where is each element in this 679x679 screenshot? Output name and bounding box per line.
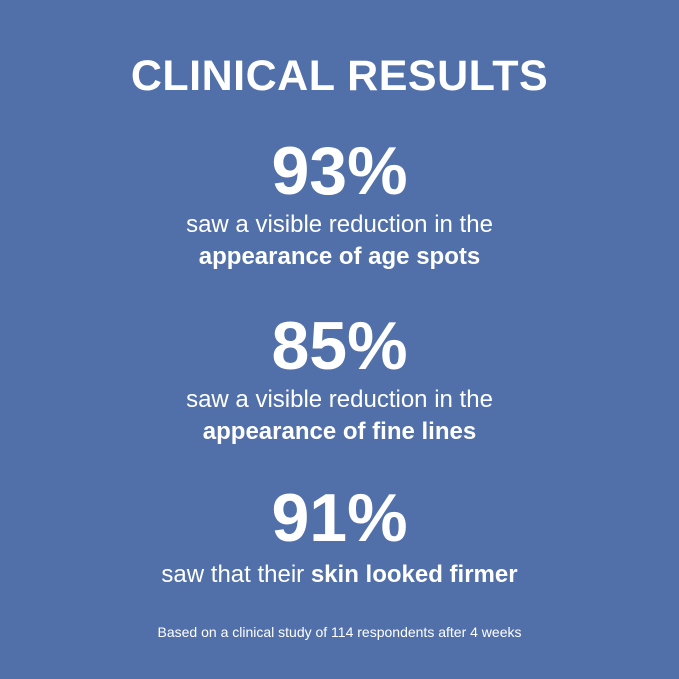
- result-2-percent: 85%: [271, 308, 408, 384]
- result-3-text: saw that their: [161, 561, 311, 588]
- result-3-description: saw that their skin looked firmer: [0, 561, 679, 589]
- result-2-highlight: appearance of fine lines: [202, 418, 477, 445]
- page-title: CLINICAL RESULTS: [130, 52, 549, 100]
- result-1-percent: 93%: [271, 133, 408, 209]
- result-2-description: saw a visible reduction in the: [186, 386, 493, 413]
- result-3-percent: 91%: [271, 480, 408, 556]
- result-1-description: saw a visible reduction in the: [186, 211, 493, 238]
- result-3-highlight: skin looked firmer: [310, 561, 518, 588]
- footnote: Based on a clinical study of 114 respond…: [157, 624, 522, 640]
- result-1-highlight: appearance of age spots: [198, 243, 481, 270]
